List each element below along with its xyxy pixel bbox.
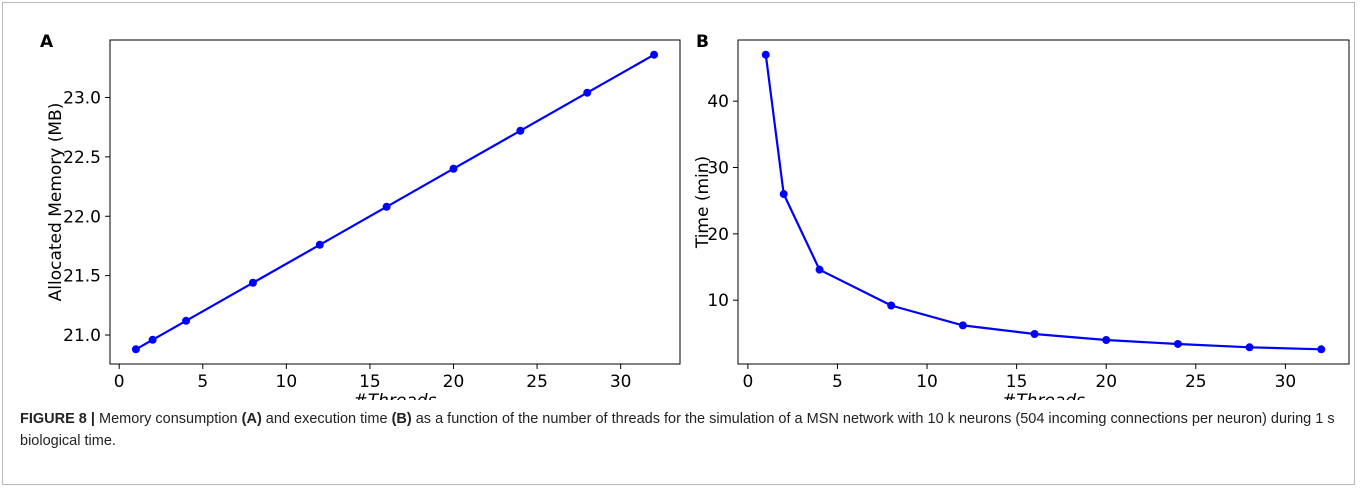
- data-point: [583, 89, 591, 97]
- series-line: [136, 55, 654, 350]
- data-point: [1031, 330, 1039, 338]
- x-tick-label: 20: [443, 372, 465, 392]
- x-tick-label: 20: [1095, 372, 1117, 392]
- caption-ref-b: (B): [392, 411, 412, 427]
- chart-panel-a: 0 5 10 15 20 25 30 21.0 21.5 22.0 22.5 23.0 #Threads…: [40, 32, 680, 400]
- x-tick-label: 30: [610, 372, 632, 392]
- caption-text-1: Memory consumption: [99, 411, 242, 427]
- y-tick-label: 22.5: [63, 148, 101, 168]
- y-tick-label: 40: [707, 92, 729, 112]
- data-point: [182, 317, 190, 325]
- x-tick-label: 10: [916, 372, 938, 392]
- data-point: [762, 51, 770, 59]
- panel-label: A: [40, 32, 54, 52]
- x-tick-label: 10: [276, 372, 298, 392]
- data-point: [149, 336, 157, 344]
- data-point: [816, 266, 824, 274]
- data-point: [887, 301, 895, 309]
- caption-label: FIGURE 8 |: [20, 411, 95, 427]
- data-point: [650, 51, 658, 59]
- x-tick-label: 30: [1275, 372, 1297, 392]
- caption-text-2: and execution time: [262, 411, 392, 427]
- x-tick-label: 5: [832, 372, 843, 392]
- y-tick-label: 10: [707, 291, 729, 311]
- data-point: [780, 190, 788, 198]
- data-point: [249, 279, 257, 287]
- data-point: [1102, 336, 1110, 344]
- data-point: [1174, 340, 1182, 348]
- x-axis-label: #Threads: [354, 391, 437, 400]
- x-tick-label: 5: [197, 372, 208, 392]
- y-tick-label: 23.0: [63, 88, 101, 108]
- data-point: [132, 345, 140, 353]
- x-axis-label: #Threads: [1002, 391, 1085, 400]
- x-tick-label: 15: [1006, 372, 1028, 392]
- series-line: [766, 55, 1321, 350]
- y-axis-label: Allocated Memory (MB): [46, 103, 66, 302]
- data-point: [1246, 343, 1254, 351]
- data-point: [316, 241, 324, 249]
- data-point: [959, 321, 967, 329]
- caption-ref-a: (A): [242, 411, 262, 427]
- y-tick-label: 21.5: [63, 267, 101, 287]
- x-tick-label: 25: [526, 372, 548, 392]
- x-tick-label: 15: [359, 372, 381, 392]
- y-axis-label: Time (min): [693, 156, 713, 249]
- figure-charts: 0 5 10 15 20 25 30 21.0 21.5 22.0 22.5 23.0 #Threads…: [0, 0, 1360, 400]
- y-tick-label: 21.0: [63, 326, 101, 346]
- data-point: [383, 203, 391, 211]
- panel-label: B: [696, 32, 709, 52]
- figure-caption: FIGURE 8 | Memory consumption (A) and ex…: [20, 408, 1340, 452]
- x-tick-label: 25: [1185, 372, 1207, 392]
- plot-area-frame: [738, 40, 1349, 364]
- x-tick-label: 0: [114, 372, 125, 392]
- x-tick-label: 0: [742, 372, 753, 392]
- data-point: [1317, 345, 1325, 353]
- y-tick-label: 22.0: [63, 207, 101, 227]
- data-point: [450, 165, 458, 173]
- data-point: [516, 127, 524, 135]
